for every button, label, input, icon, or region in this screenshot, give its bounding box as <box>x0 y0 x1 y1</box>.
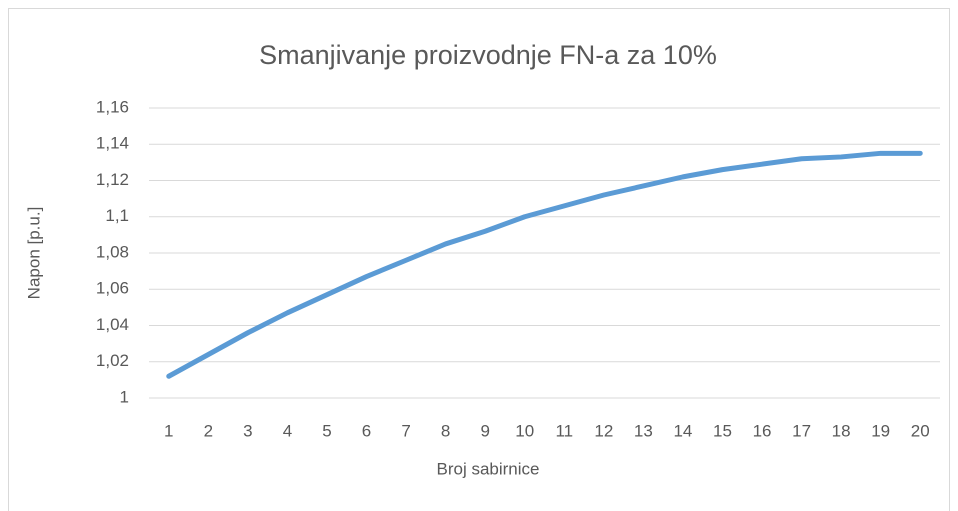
x-tick-label: 12 <box>594 421 613 440</box>
x-tick-label: 7 <box>401 421 410 440</box>
x-tick-label: 13 <box>634 421 653 440</box>
x-tick-label: 18 <box>832 421 851 440</box>
x-tick-label: 1 <box>164 421 173 440</box>
x-tick-label: 14 <box>673 421 692 440</box>
x-tick-label: 8 <box>441 421 450 440</box>
y-tick-label: 1,08 <box>96 242 129 261</box>
x-tick-label: 11 <box>555 421 573 440</box>
y-tick-label: 1,12 <box>96 170 129 189</box>
y-tick-label: 1,02 <box>96 351 129 370</box>
y-tick-label: 1,16 <box>96 97 129 116</box>
chart-frame <box>8 8 950 511</box>
x-tick-label: 3 <box>243 421 252 440</box>
x-tick-label: 15 <box>713 421 732 440</box>
x-tick-label: 6 <box>362 421 371 440</box>
x-tick-label: 20 <box>911 421 930 440</box>
x-tick-label: 9 <box>480 421 489 440</box>
y-tick-label: 1 <box>120 387 129 406</box>
y-tick-label: 1,04 <box>96 315 129 334</box>
y-axis-label: Napon [p.u.] <box>24 207 43 300</box>
x-tick-label: 17 <box>792 421 811 440</box>
x-tick-label: 4 <box>283 421 292 440</box>
x-tick-label: 5 <box>322 421 331 440</box>
x-tick-label: 2 <box>204 421 213 440</box>
data-line <box>166 150 923 379</box>
x-tick-label: 10 <box>515 421 534 440</box>
x-tick-label: 16 <box>753 421 772 440</box>
x-tick-label: 19 <box>871 421 890 440</box>
y-tick-label: 1,06 <box>96 279 129 298</box>
y-tick-label: 1,1 <box>105 206 129 225</box>
x-axis-label: Broj sabirnice <box>437 459 540 478</box>
y-tick-label: 1,14 <box>96 134 129 153</box>
chart-title: Smanjivanje proizvodnje FN-a za 10% <box>259 40 717 70</box>
